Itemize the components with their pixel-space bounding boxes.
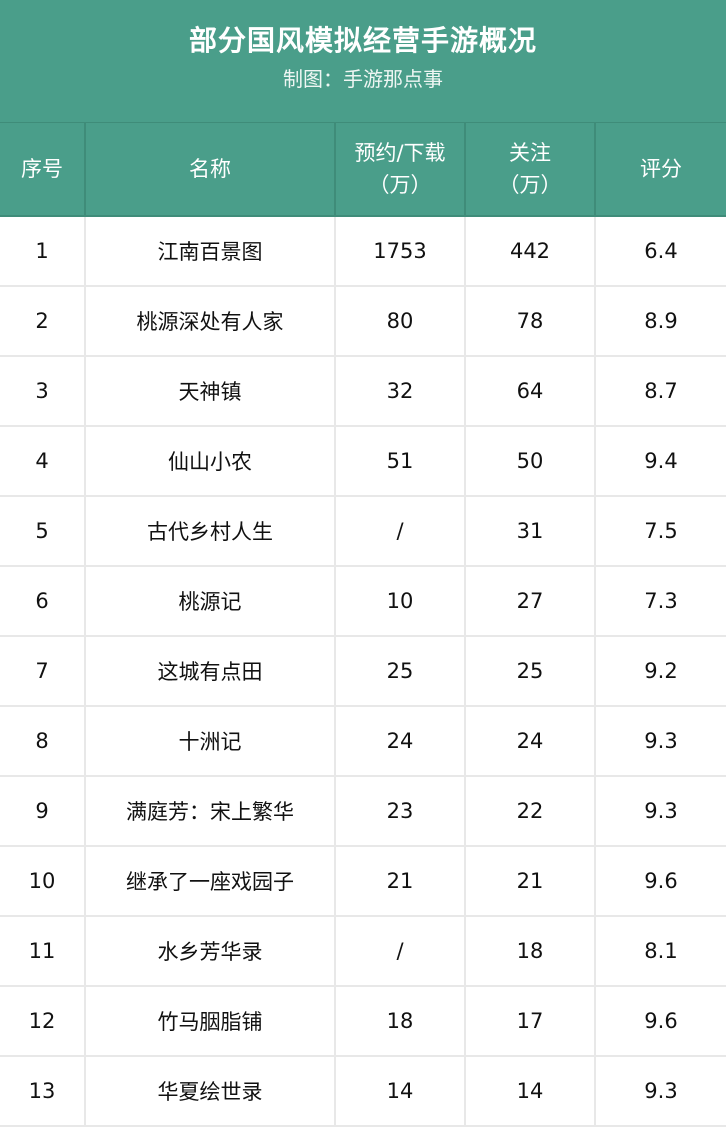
- table-row: 11 水乡芳华录/18 8.1: [0, 916, 726, 987]
- cell-name: 继承了一座戏园子: [84, 846, 335, 917]
- cell-downloads: 14: [334, 1056, 465, 1127]
- table-banner: 部分国风模拟经营手游概况 制图：手游那点事: [0, 0, 726, 123]
- cell-name: 华夏绘世录: [84, 1056, 335, 1127]
- cell-index: 9: [0, 776, 85, 847]
- table-body: 1 江南百景图 1753 442 6.4 2 桃源深处有人家 80 78 8.9 3 天神镇 32 64 8…: [0, 216, 726, 1127]
- cell-downloads: 21: [334, 846, 465, 917]
- cell-index: 7: [0, 636, 85, 707]
- cell-downloads: /: [334, 916, 465, 987]
- column-header-label: 预约/下载: [354, 141, 446, 165]
- cell-rating: 8.1: [594, 916, 726, 987]
- cell-name: 竹马胭脂铺: [84, 986, 335, 1057]
- column-header-downloads: 预约/下载 （万）: [334, 123, 465, 217]
- games-table: 序号 名称 预约/下载 （万） 关注 （万） 评分 1 江南百景图 1753 442 6.4 2 桃源深…: [0, 123, 726, 1127]
- table-row: 6 桃源记 10 27 7.3: [0, 566, 726, 637]
- cell-index: 3: [0, 356, 85, 427]
- cell-follows: 24: [464, 706, 595, 777]
- cell-index: 2: [0, 286, 85, 357]
- table-row: 5 古代乡村人生/31 7.5: [0, 496, 726, 567]
- cell-rating: 7.5: [594, 496, 726, 567]
- column-header-unit: （万）: [498, 173, 562, 197]
- cell-name: 水乡芳华录: [84, 916, 335, 987]
- table-row: 7 这城有点田 25 25 9.2: [0, 636, 726, 707]
- table-row: 1 江南百景图 1753 442 6.4: [0, 216, 726, 287]
- cell-rating: 9.6: [594, 986, 726, 1057]
- cell-index: 10: [0, 846, 85, 917]
- cell-rating: 9.3: [594, 706, 726, 777]
- cell-rating: 8.9: [594, 286, 726, 357]
- cell-downloads: 23: [334, 776, 465, 847]
- cell-rating: 9.3: [594, 1056, 726, 1127]
- table-row: 13 华夏绘世录 14 14 9.3: [0, 1056, 726, 1127]
- cell-rating: 9.3: [594, 776, 726, 847]
- cell-follows: 64: [464, 356, 595, 427]
- cell-index: 1: [0, 216, 85, 287]
- cell-name: 江南百景图: [84, 216, 335, 287]
- column-header-follows: 关注 （万）: [464, 123, 595, 217]
- table-header-row: 序号 名称 预约/下载 （万） 关注 （万） 评分: [0, 123, 726, 217]
- cell-follows: 17: [464, 986, 595, 1057]
- cell-index: 5: [0, 496, 85, 567]
- cell-rating: 7.3: [594, 566, 726, 637]
- cell-follows: 25: [464, 636, 595, 707]
- cell-downloads: 51: [334, 426, 465, 497]
- column-header-label: 名称: [189, 157, 231, 181]
- table-row: 8 十洲记 24 24 9.3: [0, 706, 726, 777]
- cell-name: 天神镇: [84, 356, 335, 427]
- cell-name: 满庭芳：宋上繁华: [84, 776, 335, 847]
- cell-follows: 14: [464, 1056, 595, 1127]
- cell-downloads: 10: [334, 566, 465, 637]
- column-header-unit: （万）: [368, 173, 432, 197]
- column-header-label: 评分: [640, 157, 682, 181]
- cell-downloads: 25: [334, 636, 465, 707]
- cell-name: 古代乡村人生: [84, 496, 335, 567]
- cell-downloads: 32: [334, 356, 465, 427]
- cell-follows: 50: [464, 426, 595, 497]
- cell-follows: 21: [464, 846, 595, 917]
- table-row: 3 天神镇 32 64 8.7: [0, 356, 726, 427]
- column-header-label: 序号: [21, 157, 63, 181]
- cell-rating: 9.4: [594, 426, 726, 497]
- cell-rating: 9.2: [594, 636, 726, 707]
- cell-name: 这城有点田: [84, 636, 335, 707]
- cell-follows: 442: [464, 216, 595, 287]
- cell-index: 11: [0, 916, 85, 987]
- cell-index: 12: [0, 986, 85, 1057]
- cell-index: 13: [0, 1056, 85, 1127]
- cell-follows: 31: [464, 496, 595, 567]
- cell-downloads: 80: [334, 286, 465, 357]
- column-header-index: 序号: [0, 123, 85, 217]
- table-row: 10 继承了一座戏园子 21 21 9.6: [0, 846, 726, 917]
- cell-follows: 22: [464, 776, 595, 847]
- cell-downloads: /: [334, 496, 465, 567]
- cell-follows: 18: [464, 916, 595, 987]
- cell-name: 仙山小农: [84, 426, 335, 497]
- cell-name: 桃源记: [84, 566, 335, 637]
- column-header-rating: 评分: [594, 123, 726, 217]
- page-subtitle: 制图：手游那点事: [283, 67, 443, 91]
- cell-index: 8: [0, 706, 85, 777]
- cell-name: 桃源深处有人家: [84, 286, 335, 357]
- cell-index: 4: [0, 426, 85, 497]
- table-row: 9 满庭芳：宋上繁华 23 22 9.3: [0, 776, 726, 847]
- column-header-name: 名称: [84, 123, 335, 217]
- cell-follows: 78: [464, 286, 595, 357]
- cell-follows: 27: [464, 566, 595, 637]
- table-row: 12 竹马胭脂铺 18 17 9.6: [0, 986, 726, 1057]
- table-row: 4 仙山小农 51 50 9.4: [0, 426, 726, 497]
- cell-downloads: 1753: [334, 216, 465, 287]
- cell-downloads: 18: [334, 986, 465, 1057]
- cell-rating: 8.7: [594, 356, 726, 427]
- cell-rating: 6.4: [594, 216, 726, 287]
- cell-index: 6: [0, 566, 85, 637]
- cell-downloads: 24: [334, 706, 465, 777]
- cell-name: 十洲记: [84, 706, 335, 777]
- cell-rating: 9.6: [594, 846, 726, 917]
- column-header-label: 关注: [509, 141, 551, 165]
- page-title: 部分国风模拟经营手游概况: [188, 24, 537, 57]
- table-row: 2 桃源深处有人家 80 78 8.9: [0, 286, 726, 357]
